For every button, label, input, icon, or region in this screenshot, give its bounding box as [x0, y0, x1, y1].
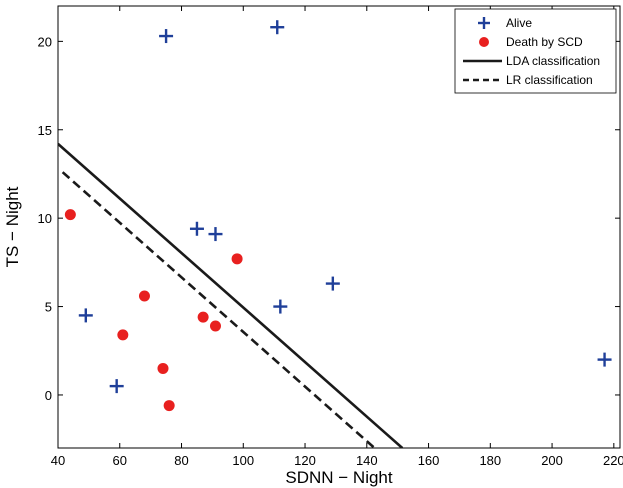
lda-classification-line	[58, 142, 404, 448]
scd-death-point	[231, 253, 243, 265]
legend: Alive Death by SCD LDA classification LR cl…	[454, 8, 617, 94]
y-axis-label: TS − Night	[3, 186, 22, 267]
data-points	[64, 20, 612, 412]
legend-label: Alive	[506, 16, 532, 30]
x-axis-label: SDNN − Night	[285, 468, 393, 487]
alive-point	[208, 227, 223, 242]
x-tick-label: 220	[603, 453, 623, 468]
y-tick-label: 20	[38, 34, 52, 49]
scd-death-point	[138, 290, 150, 302]
x-tick-label: 100	[232, 453, 254, 468]
alive-point	[189, 221, 204, 236]
scd-death-point	[157, 362, 169, 374]
alive-point	[270, 20, 285, 35]
x-tick-label: 180	[479, 453, 501, 468]
legend-label: LDA classification	[506, 54, 600, 68]
x-tick-label: 200	[541, 453, 563, 468]
y-tick-label: 5	[45, 300, 52, 315]
x-tick-label: 40	[51, 453, 65, 468]
y-tick-label: 15	[38, 123, 52, 138]
ticks-layer: 40 60 80 100 120 140 160 180 200 220 0 5 10 15 20	[38, 6, 623, 468]
scd-death-point	[117, 329, 129, 341]
y-tick-label: 0	[45, 388, 52, 403]
alive-point	[159, 29, 174, 44]
alive-point	[109, 379, 124, 394]
legend-item-lda: LDA classification	[463, 54, 600, 68]
y-tick-label: 10	[38, 211, 52, 226]
scd-death-point	[197, 311, 209, 323]
alive-point	[273, 299, 288, 314]
x-tick-label: 60	[113, 453, 127, 468]
scd-death-point	[209, 320, 221, 332]
classification-lines	[58, 142, 404, 448]
scd-death-point	[64, 209, 76, 221]
alive-point	[325, 276, 340, 291]
x-tick-label: 120	[294, 453, 316, 468]
scd-death-point	[163, 400, 175, 412]
legend-label: LR classification	[506, 73, 593, 87]
x-tick-label: 80	[174, 453, 188, 468]
alive-point	[78, 308, 93, 323]
alive-point	[597, 352, 612, 367]
legend-label: Death by SCD	[506, 35, 583, 49]
legend-item-lr: LR classification	[463, 73, 593, 87]
legend-item-death-by-scd: Death by SCD	[479, 35, 583, 49]
x-tick-label: 140	[356, 453, 378, 468]
legend-items: Alive Death by SCD LDA classification LR cl…	[463, 16, 600, 87]
x-tick-label: 160	[418, 453, 440, 468]
legend-item-alive: Alive	[478, 16, 532, 30]
